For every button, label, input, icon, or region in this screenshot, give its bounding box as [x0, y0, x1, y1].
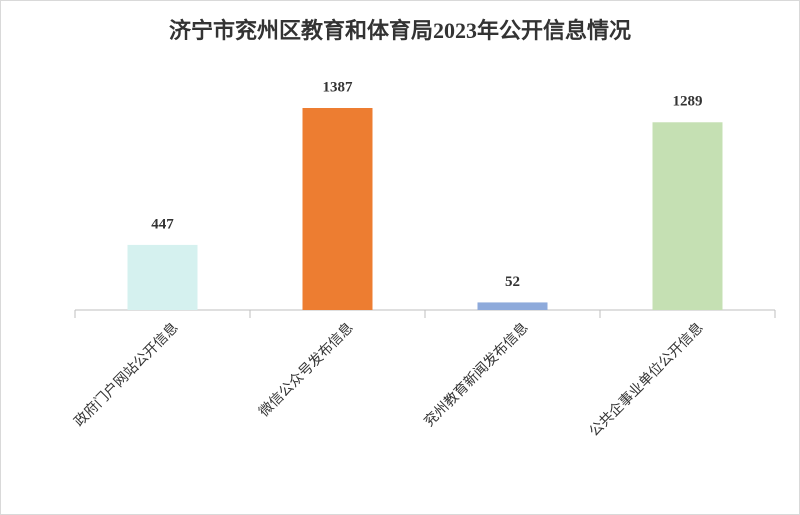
bar [302, 108, 373, 310]
bar [127, 244, 198, 310]
bar [652, 122, 723, 311]
value-label: 1387 [323, 79, 354, 95]
value-label: 1289 [673, 94, 703, 110]
value-label: 52 [505, 274, 520, 290]
value-label: 447 [151, 216, 174, 232]
chart-title: 济宁市兖州区教育和体育局2023年公开信息情况 [169, 18, 631, 43]
bar [477, 302, 548, 310]
